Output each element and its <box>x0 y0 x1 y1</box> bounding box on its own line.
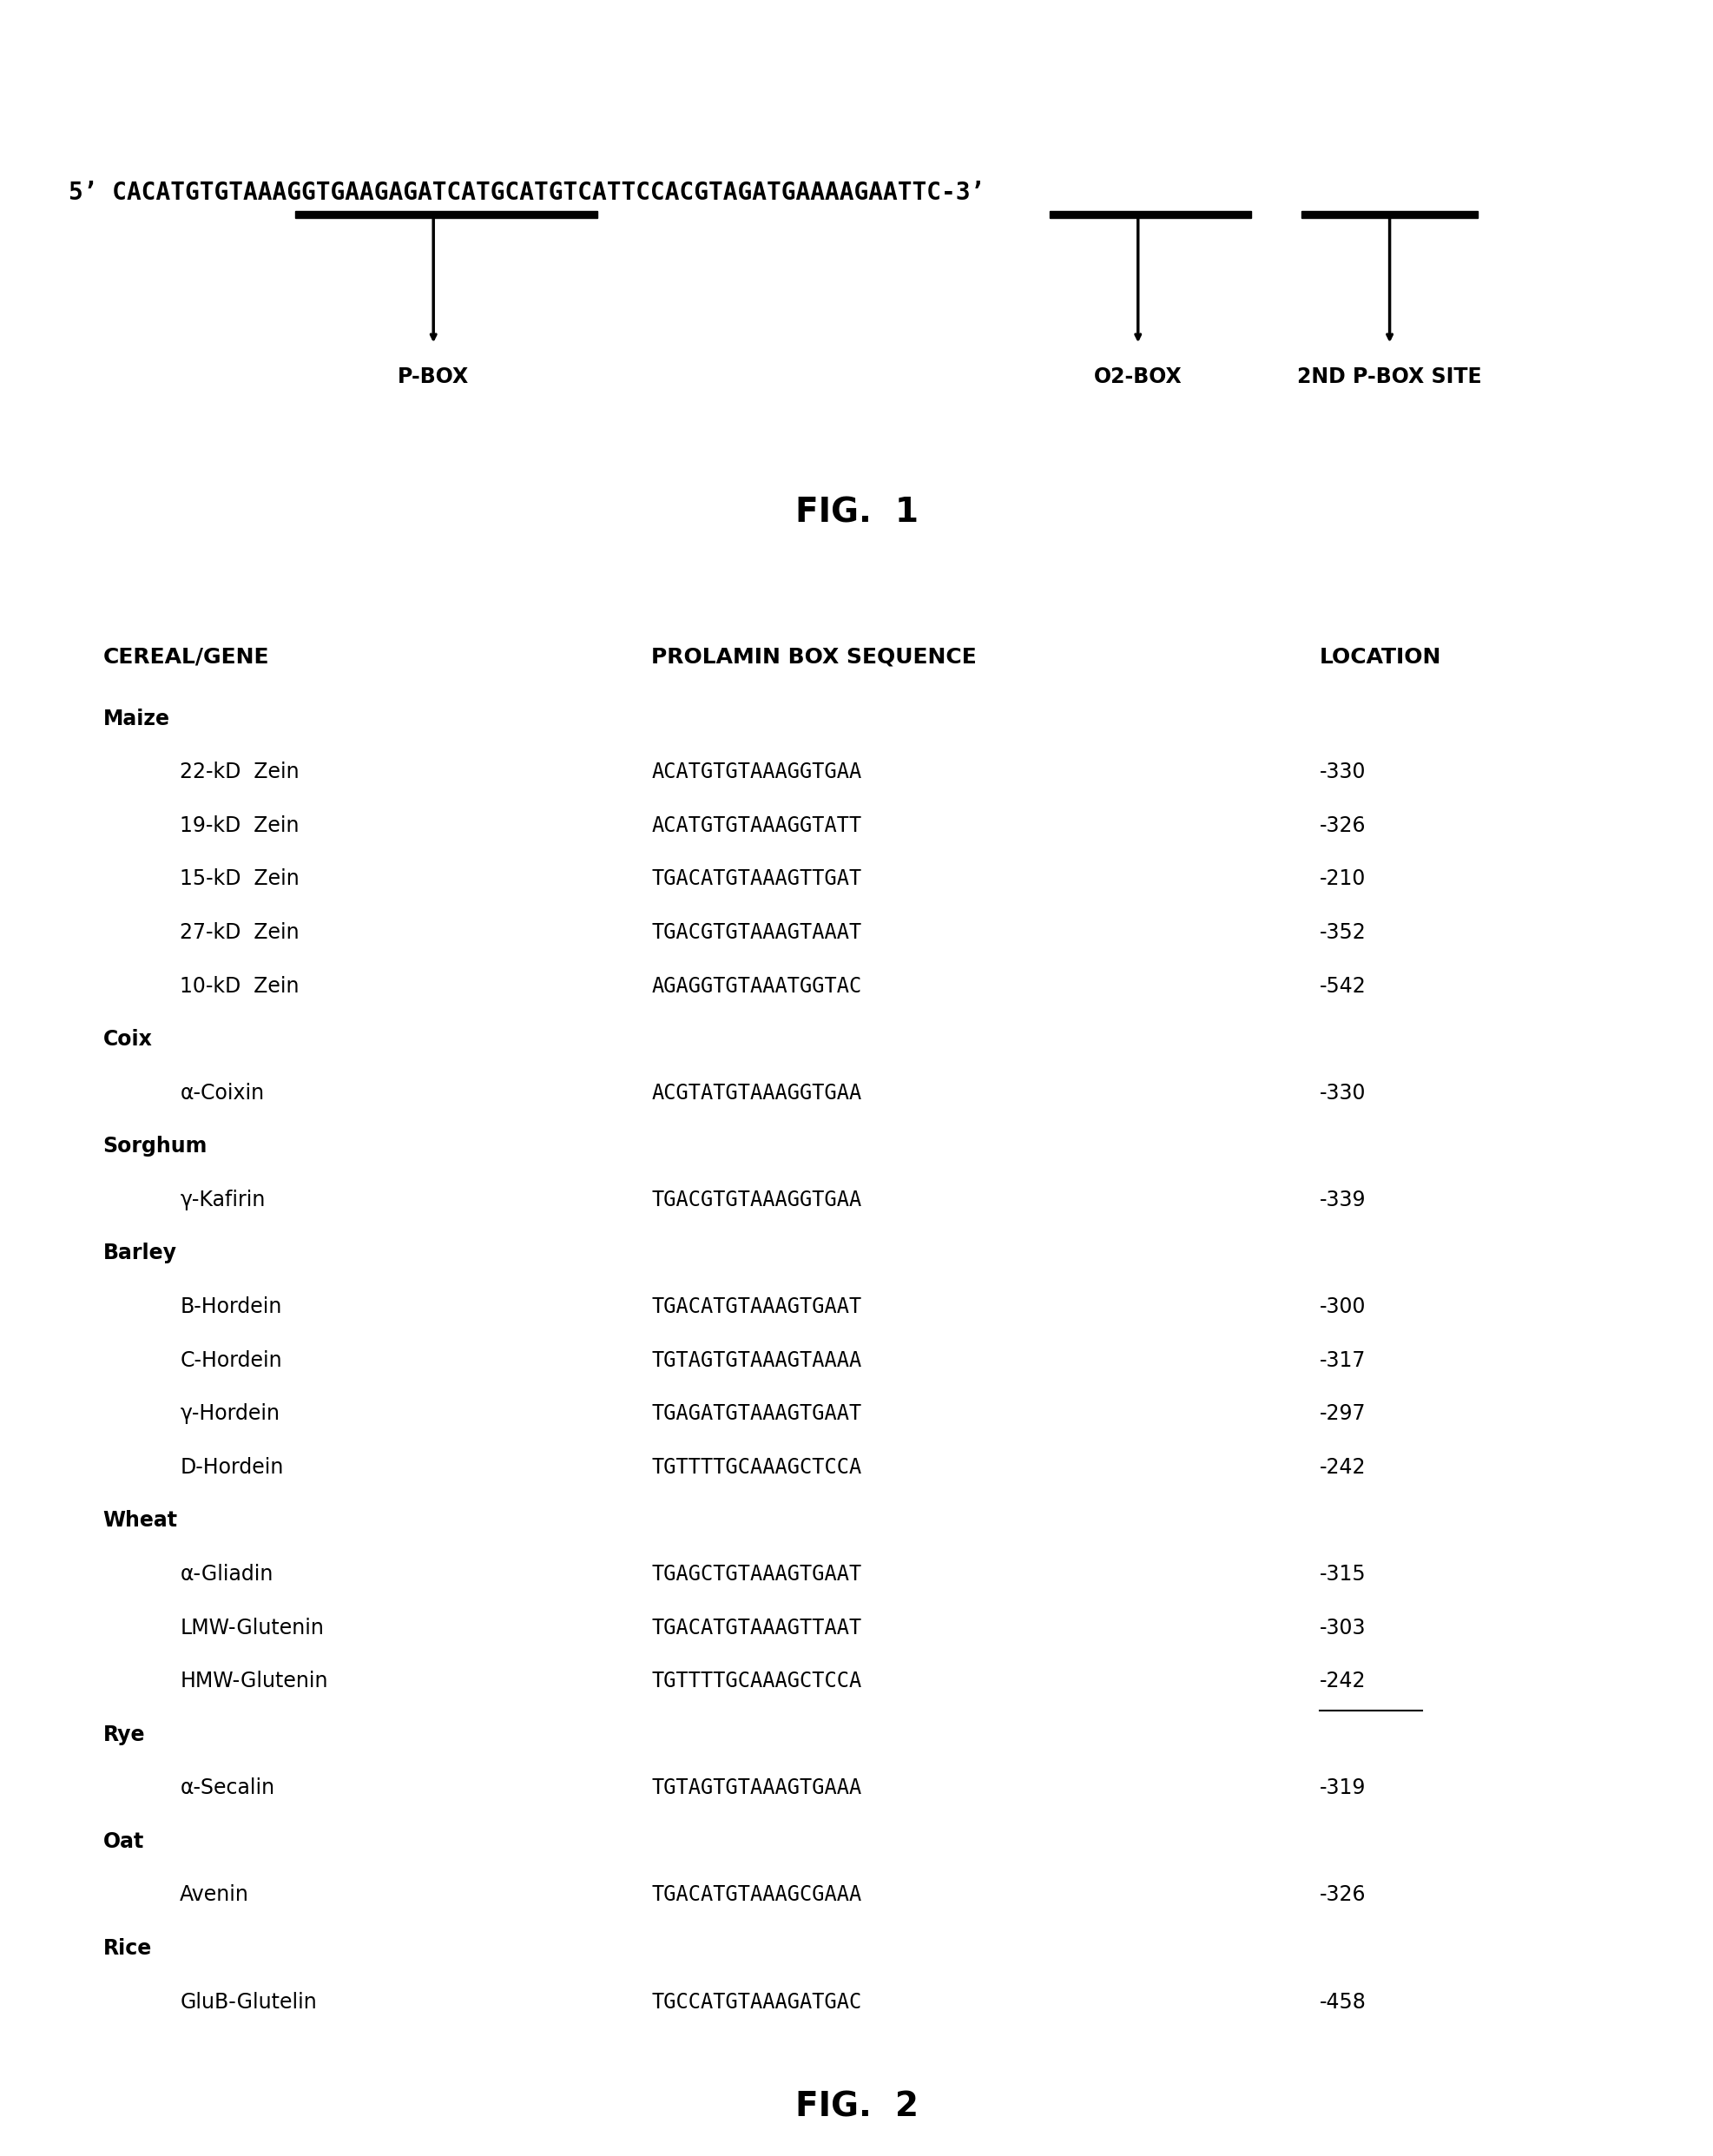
Text: B-Hordein: B-Hordein <box>180 1296 281 1317</box>
Text: FIG.  2: FIG. 2 <box>795 2091 918 2124</box>
Text: -317: -317 <box>1319 1350 1365 1371</box>
Text: TGACGTGTAAAGGTGAA: TGACGTGTAAAGGTGAA <box>651 1190 862 1210</box>
Text: TGAGATGTAAAGTGAAT: TGAGATGTAAAGTGAAT <box>651 1404 862 1425</box>
Text: C-Hordein: C-Hordein <box>180 1350 283 1371</box>
Text: -352: -352 <box>1319 923 1365 942</box>
Text: TGACGTGTAAAGTAAAT: TGACGTGTAAAGTAAAT <box>651 923 862 942</box>
Text: -542: -542 <box>1319 977 1365 996</box>
Text: α-Coixin: α-Coixin <box>180 1082 264 1104</box>
Text: -326: -326 <box>1319 815 1365 837</box>
Text: ACGTATGTAAAGGTGAA: ACGTATGTAAAGGTGAA <box>651 1082 862 1104</box>
Text: γ-Kafirin: γ-Kafirin <box>180 1190 266 1210</box>
Text: -242: -242 <box>1319 1671 1365 1692</box>
Text: TGACATGTAAAGTGAAT: TGACATGTAAAGTGAAT <box>651 1296 862 1317</box>
Text: AGAGGTGTAAATGGTAC: AGAGGTGTAAATGGTAC <box>651 977 862 996</box>
Text: -315: -315 <box>1319 1563 1365 1585</box>
Text: Maize: Maize <box>103 709 170 729</box>
Text: PROLAMIN BOX SEQUENCE: PROLAMIN BOX SEQUENCE <box>651 647 976 668</box>
Text: TGTAGTGTAAAGTGAAA: TGTAGTGTAAAGTGAAA <box>651 1779 862 1798</box>
Text: TGTTTTGCAAAGCTCCA: TGTTTTGCAAAGCTCCA <box>651 1457 862 1477</box>
Text: Oat: Oat <box>103 1830 144 1852</box>
Text: -458: -458 <box>1319 1992 1365 2012</box>
Bar <box>1050 211 1250 218</box>
Text: 22-kD  Zein: 22-kD Zein <box>180 761 300 783</box>
Text: -242: -242 <box>1319 1457 1365 1477</box>
Text: -319: -319 <box>1319 1779 1365 1798</box>
Text: -330: -330 <box>1319 761 1365 783</box>
Text: Rice: Rice <box>103 1938 151 1960</box>
Text: -339: -339 <box>1319 1190 1365 1210</box>
Text: TGACATGTAAAGTTAAT: TGACATGTAAAGTTAAT <box>651 1617 862 1639</box>
Text: Rye: Rye <box>103 1725 146 1744</box>
Text: O2-BOX: O2-BOX <box>1093 367 1182 388</box>
Text: LOCATION: LOCATION <box>1319 647 1441 668</box>
Bar <box>1300 211 1477 218</box>
Text: α-Secalin: α-Secalin <box>180 1779 274 1798</box>
Text: -303: -303 <box>1319 1617 1365 1639</box>
Text: 19-kD  Zein: 19-kD Zein <box>180 815 300 837</box>
Text: Avenin: Avenin <box>180 1884 248 1906</box>
Text: P-BOX: P-BOX <box>397 367 469 388</box>
Text: -330: -330 <box>1319 1082 1365 1104</box>
Text: 10-kD  Zein: 10-kD Zein <box>180 977 300 996</box>
Text: TGAGCTGTAAAGTGAAT: TGAGCTGTAAAGTGAAT <box>651 1563 862 1585</box>
Text: Wheat: Wheat <box>103 1511 178 1531</box>
Text: TGCCATGTAAAGATGAC: TGCCATGTAAAGATGAC <box>651 1992 862 2012</box>
Text: FIG.  1: FIG. 1 <box>795 496 918 528</box>
Text: TGTTTTGCAAAGCTCCA: TGTTTTGCAAAGCTCCA <box>651 1671 862 1692</box>
Text: HMW-Glutenin: HMW-Glutenin <box>180 1671 327 1692</box>
Bar <box>295 211 596 218</box>
Text: 15-kD  Zein: 15-kD Zein <box>180 869 300 890</box>
Text: GluB-Glutelin: GluB-Glutelin <box>180 1992 317 2012</box>
Text: -300: -300 <box>1319 1296 1365 1317</box>
Text: 2ND P-BOX SITE: 2ND P-BOX SITE <box>1297 367 1482 388</box>
Text: TGACATGTAAAGTTGAT: TGACATGTAAAGTTGAT <box>651 869 862 890</box>
Text: α-Gliadin: α-Gliadin <box>180 1563 272 1585</box>
Text: TGACATGTAAAGCGAAA: TGACATGTAAAGCGAAA <box>651 1884 862 1906</box>
Text: LMW-Glutenin: LMW-Glutenin <box>180 1617 324 1639</box>
Text: -210: -210 <box>1319 869 1365 890</box>
Text: 27-kD  Zein: 27-kD Zein <box>180 923 300 942</box>
Text: TGTAGTGTAAAGTAAAA: TGTAGTGTAAAGTAAAA <box>651 1350 862 1371</box>
Text: ACATGTGTAAAGGTGAA: ACATGTGTAAAGGTGAA <box>651 761 862 783</box>
Text: Coix: Coix <box>103 1028 152 1050</box>
Text: Sorghum: Sorghum <box>103 1136 207 1158</box>
Text: -297: -297 <box>1319 1404 1365 1425</box>
Text: CEREAL/GENE: CEREAL/GENE <box>103 647 269 668</box>
Text: 5’ CACATGTGTAAAGGTGAAGAGATCATGCATGTCATTCCACGTAGATGAAAAGAATTC-3’: 5’ CACATGTGTAAAGGTGAAGAGATCATGCATGTCATTC… <box>69 181 985 205</box>
Text: γ-Hordein: γ-Hordein <box>180 1404 279 1425</box>
Text: -326: -326 <box>1319 1884 1365 1906</box>
Text: ACATGTGTAAAGGTATT: ACATGTGTAAAGGTATT <box>651 815 862 837</box>
Text: Barley: Barley <box>103 1244 176 1263</box>
Text: D-Hordein: D-Hordein <box>180 1457 283 1477</box>
